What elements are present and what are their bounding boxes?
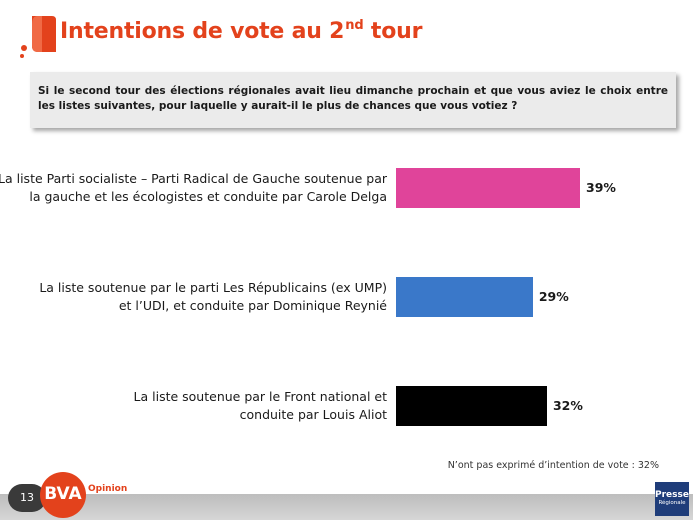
category-label: La liste Parti socialiste – Parti Radica… [0,170,387,206]
category-label-line: et l’UDI, et conduite par Dominique Reyn… [118,298,387,313]
value-label: 29% [538,289,569,304]
bar-chart: La liste Parti socialiste – Parti Radica… [0,168,616,426]
category-label: La liste soutenue par le Front national … [0,388,387,424]
bva-logo-text: BVA [44,484,82,504]
partner-line1: Presse [655,490,689,500]
value-label: 39% [586,180,616,195]
presse-regionale-logo: Presse Régionale [655,482,689,516]
bar [396,277,533,317]
question-box: Si le second tour des élections régional… [30,72,676,128]
footnote: N’ont pas exprimé d’intention de vote : … [447,460,659,471]
category-label-line: La liste Parti socialiste – Parti Radica… [0,171,387,186]
title-main: Intentions de vote au 2 [60,19,345,44]
category-label-line: la gauche et les écologistes et conduite… [29,189,387,204]
bva-logo: BVA [40,472,86,518]
title-superscript: nd [345,18,364,33]
footer-bar [0,494,693,520]
category-label-line: La liste soutenue par le Front national … [133,389,387,404]
brand-suffix: Opinion [88,484,128,494]
speech-bubble-logo-icon [20,16,56,58]
bar [396,386,547,426]
category-label-line: conduite par Louis Aliot [239,407,387,422]
page-title: Intentions de vote au 2nd tour [60,18,422,44]
page-number: 13 [8,484,46,512]
question-text: Si le second tour des élections régional… [38,85,668,112]
partner-line2: Régionale [658,500,686,506]
value-label: 32% [552,398,583,413]
title-end: tour [363,19,423,44]
category-label-line: La liste soutenue par le parti Les Répub… [39,280,387,295]
category-label: La liste soutenue par le parti Les Répub… [0,279,387,315]
bar [396,168,580,208]
title-area: Intentions de vote au 2nd tour [0,0,693,70]
